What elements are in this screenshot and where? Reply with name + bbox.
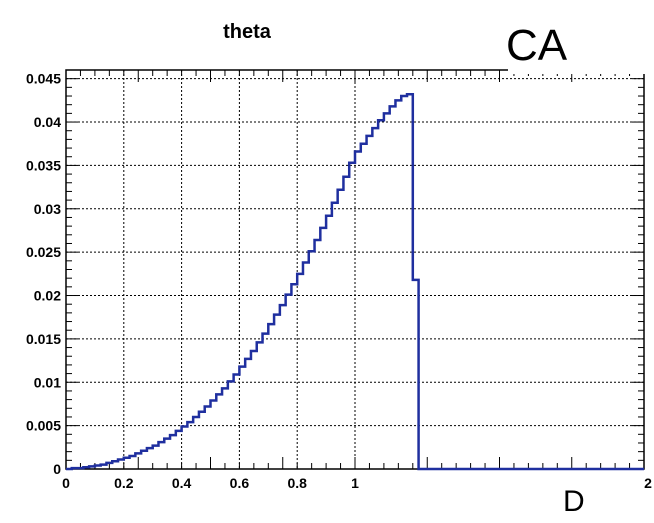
overlay-d-backdrop xyxy=(556,482,596,518)
y-tick-label: 0.03 xyxy=(34,201,61,217)
y-tick-label: 0.04 xyxy=(34,114,61,130)
y-tick-label: 0 xyxy=(53,461,61,477)
x-tick-label: 2 xyxy=(644,475,652,491)
series-layer xyxy=(66,93,644,471)
chart-title: theta xyxy=(223,21,272,43)
plot-frame xyxy=(65,69,645,470)
x-tick-label: 0.4 xyxy=(172,475,192,491)
overlay-ca-label: CA xyxy=(506,21,568,70)
y-tick-label: 0.025 xyxy=(26,244,61,260)
histogram-line xyxy=(66,93,644,471)
label-layer: 0 0.2 0.4 0.6 0.8 1 2 0 0.005 0.01 0.015 0.02 0.025 0… xyxy=(26,71,652,491)
y-tick-label: 0.045 xyxy=(26,71,61,87)
y-tick-label: 0.02 xyxy=(34,288,61,304)
x-tick-label: 0 xyxy=(62,475,70,491)
y-tick-label: 0.015 xyxy=(26,331,61,347)
y-tick-label: 0.01 xyxy=(34,374,61,390)
y-tick-label: 0.005 xyxy=(26,418,61,434)
overlay-ca-backdrop xyxy=(508,14,654,74)
x-tick-label: 0.2 xyxy=(114,475,134,491)
y-tick-label: 0.035 xyxy=(26,157,61,173)
x-tick-label: 1 xyxy=(351,475,359,491)
tick-layer xyxy=(65,69,645,470)
overlay-d-label: D xyxy=(563,485,585,518)
x-tick-label: 0.8 xyxy=(287,475,307,491)
x-tick-label: 0.6 xyxy=(230,475,250,491)
